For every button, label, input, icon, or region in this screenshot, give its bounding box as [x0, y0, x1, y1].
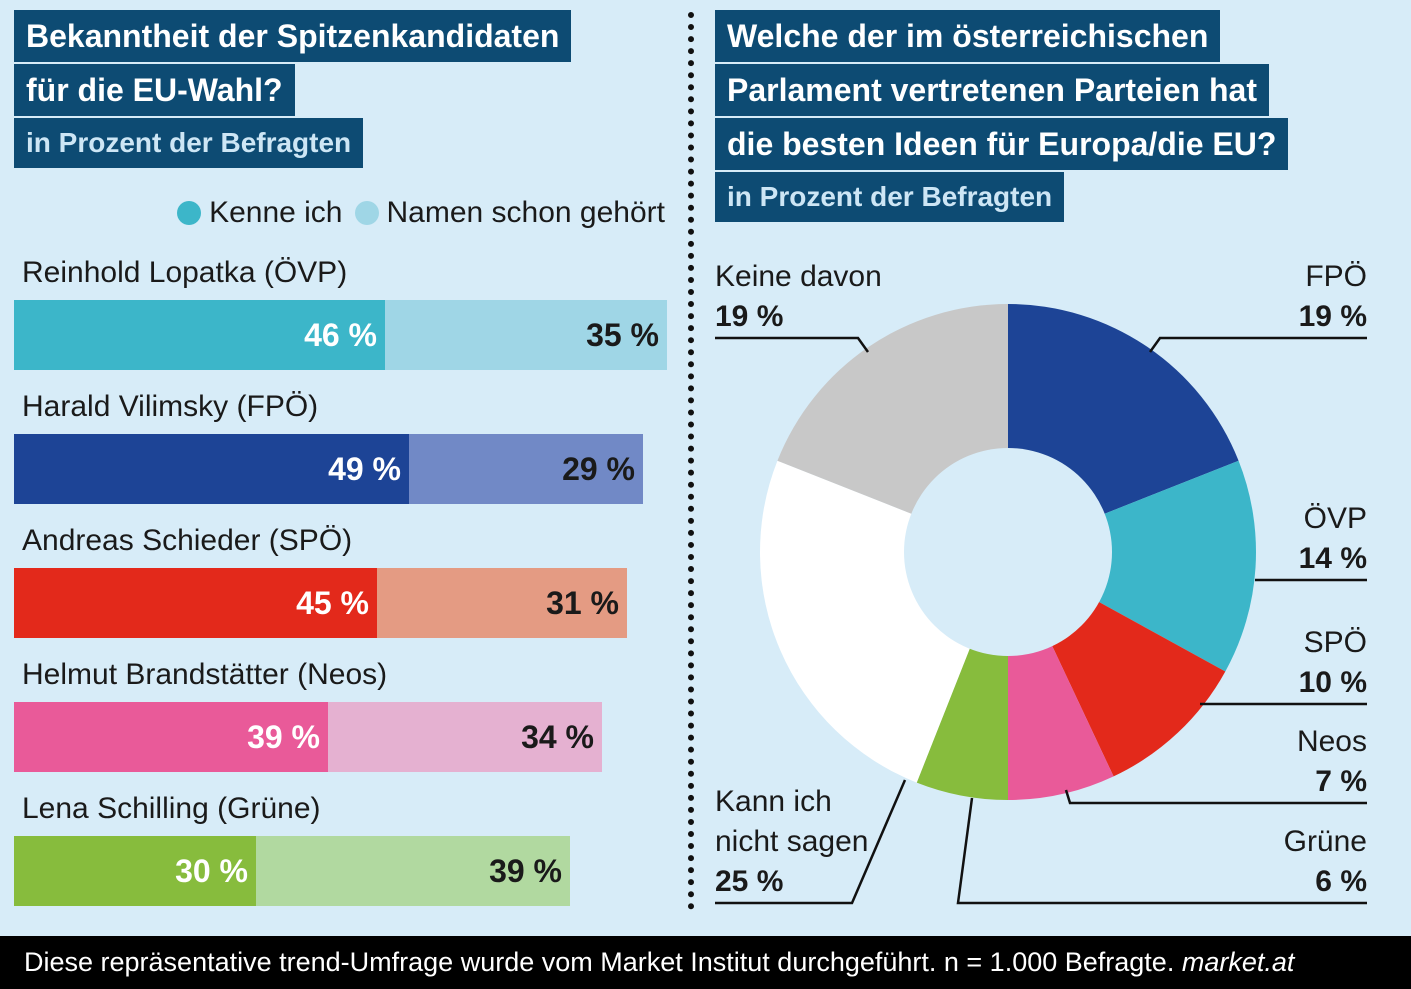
bar-segment-namen-schon-gehoert: 39 %	[256, 836, 570, 906]
pie-label-fpo: FPÖ 19 %	[1299, 257, 1367, 337]
bar-segment-kenne-ich: 30 %	[14, 836, 256, 906]
leader-line-neos	[1064, 789, 1367, 805]
legend-item-namen-schon-gehoert: Namen schon gehört	[354, 196, 666, 230]
right-title-line-1: Welche der im österreichischen	[715, 10, 1221, 62]
leader-line-kann-ich-nicht-sagen	[715, 779, 907, 905]
bar-segment-kenne-ich: 45 %	[14, 568, 377, 638]
pie-label-kann-ich-nicht-sagen: Kann ich nicht sagen 25 %	[715, 782, 868, 902]
pie-label-neos: Neos 7 %	[1297, 722, 1367, 802]
pie-label-gruene-name: Grüne	[1283, 825, 1367, 858]
candidate-name: Andreas Schieder (SPÖ)	[22, 524, 353, 557]
pie-label-ovp-pct: 14 %	[1298, 542, 1367, 575]
right-subtitle: in Prozent der Befragten	[715, 172, 1065, 222]
candidate-name: Harald Vilimsky (FPÖ)	[22, 390, 319, 423]
chart-legend: Kenne ich Namen schon gehört	[177, 196, 665, 230]
pie-label-keine-davon-name: Keine davon	[715, 260, 882, 293]
pie-label-kann-line-1: Kann ich	[715, 785, 832, 818]
pie-label-ovp-name: ÖVP	[1303, 502, 1367, 535]
pie-label-keine-davon-pct: 19 %	[715, 300, 784, 333]
pie-label-keine-davon: Keine davon 19 %	[715, 257, 882, 337]
donut-hole	[904, 448, 1112, 656]
pie-label-spo: SPÖ 10 %	[1299, 623, 1367, 703]
legend-swatch-namen-schon-gehoert	[354, 201, 379, 225]
pie-label-spo-name: SPÖ	[1303, 626, 1367, 659]
dotted-divider	[688, 12, 694, 910]
footer-text: Diese repräsentative trend-Umfrage wurde…	[24, 947, 1175, 977]
right-title-line-3: die besten Ideen für Europa/die EU?	[715, 118, 1289, 170]
donut-slice--vp	[1008, 460, 1256, 672]
legend-item-kenne-ich: Kenne ich	[177, 196, 343, 230]
pie-label-ovp: ÖVP 14 %	[1299, 499, 1367, 579]
leader-lines	[715, 336, 1367, 905]
legend-label-namen-schon-gehoert: Namen schon gehört	[386, 196, 666, 229]
footer: Diese repräsentative trend-Umfrage wurde…	[0, 936, 1411, 989]
legend-swatch-kenne-ich	[177, 201, 202, 225]
pie-label-gruene-pct: 6 %	[1315, 865, 1367, 898]
bar-segment-namen-schon-gehoert: 34 %	[328, 702, 602, 772]
pie-label-gruene: Grüne 6 %	[1284, 822, 1367, 902]
bar-segment-namen-schon-gehoert: 31 %	[377, 568, 627, 638]
right-title-line-2: Parlament vertretenen Parteien hat	[715, 64, 1269, 116]
pie-label-spo-pct: 10 %	[1298, 666, 1367, 699]
footer-source-link[interactable]: market.at	[1181, 947, 1295, 977]
left-subtitle: in Prozent der Befragten	[14, 118, 364, 168]
candidate-name: Reinhold Lopatka (ÖVP)	[22, 256, 348, 289]
candidate-name: Helmut Brandstätter (Neos)	[22, 658, 388, 691]
pie-label-kann-pct: 25 %	[715, 865, 784, 898]
leader-line-fpo	[1148, 336, 1367, 353]
pie-label-kann-line-2: nicht sagen	[715, 825, 869, 858]
left-title-line-1: Bekanntheit der Spitzenkandidaten	[14, 10, 572, 62]
pie-label-fpo-name: FPÖ	[1305, 260, 1367, 293]
leader-line-keine-davon	[715, 336, 870, 353]
bar-segment-kenne-ich: 49 %	[14, 434, 409, 504]
candidate-name: Lena Schilling (Grüne)	[22, 792, 321, 825]
pie-label-fpo-pct: 19 %	[1298, 300, 1367, 333]
bar-segment-kenne-ich: 39 %	[14, 702, 328, 772]
pie-label-neos-name: Neos	[1296, 725, 1367, 758]
bar-segment-namen-schon-gehoert: 35 %	[385, 300, 667, 370]
donut-chart	[715, 304, 1367, 905]
bar-segment-kenne-ich: 46 %	[14, 300, 385, 370]
bar-segment-namen-schon-gehoert: 29 %	[409, 434, 643, 504]
legend-label-kenne-ich: Kenne ich	[209, 196, 343, 229]
pie-label-neos-pct: 7 %	[1315, 765, 1367, 798]
leader-line-gruene	[956, 797, 1367, 905]
left-title-line-2: für die EU-Wahl?	[14, 64, 295, 116]
